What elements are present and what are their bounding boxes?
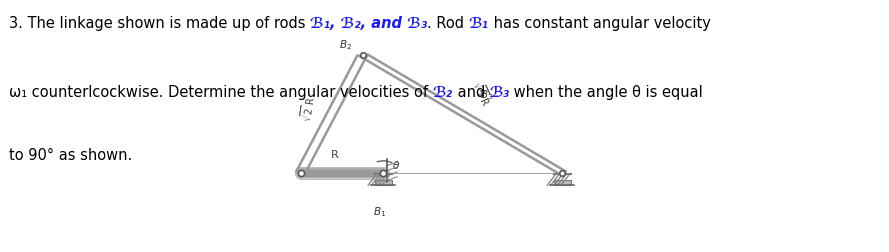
- Text: $\sqrt{2}$ R: $\sqrt{2}$ R: [297, 94, 317, 122]
- Text: $B_2$: $B_2$: [339, 38, 352, 52]
- Text: $B_1$: $B_1$: [373, 204, 387, 218]
- Text: ℬ₁, ℬ₂, and ℬ₃: ℬ₁, ℬ₂, and ℬ₃: [310, 16, 427, 31]
- Text: has constant angular velocity: has constant angular velocity: [489, 16, 710, 31]
- Text: ℬ₃: ℬ₃: [489, 84, 509, 99]
- Text: and: and: [453, 84, 489, 99]
- Text: R: R: [332, 149, 339, 159]
- Text: $B_3$: $B_3$: [480, 88, 493, 102]
- Text: to 90° as shown.: to 90° as shown.: [9, 147, 132, 162]
- FancyBboxPatch shape: [554, 181, 571, 185]
- Text: $\sqrt{5}$ R: $\sqrt{5}$ R: [469, 78, 496, 108]
- Text: ℬ₂: ℬ₂: [433, 84, 453, 99]
- Text: when the angle θ is equal: when the angle θ is equal: [509, 84, 703, 99]
- Text: $\theta$: $\theta$: [391, 158, 400, 170]
- Text: ω₁ counterlcockwise. Determine the angular velocities of: ω₁ counterlcockwise. Determine the angul…: [9, 84, 433, 99]
- Text: ℬ₁: ℬ₁: [469, 16, 489, 31]
- Text: 3. The linkage shown is made up of rods: 3. The linkage shown is made up of rods: [9, 16, 310, 31]
- FancyBboxPatch shape: [374, 181, 392, 185]
- Text: . Rod: . Rod: [427, 16, 469, 31]
